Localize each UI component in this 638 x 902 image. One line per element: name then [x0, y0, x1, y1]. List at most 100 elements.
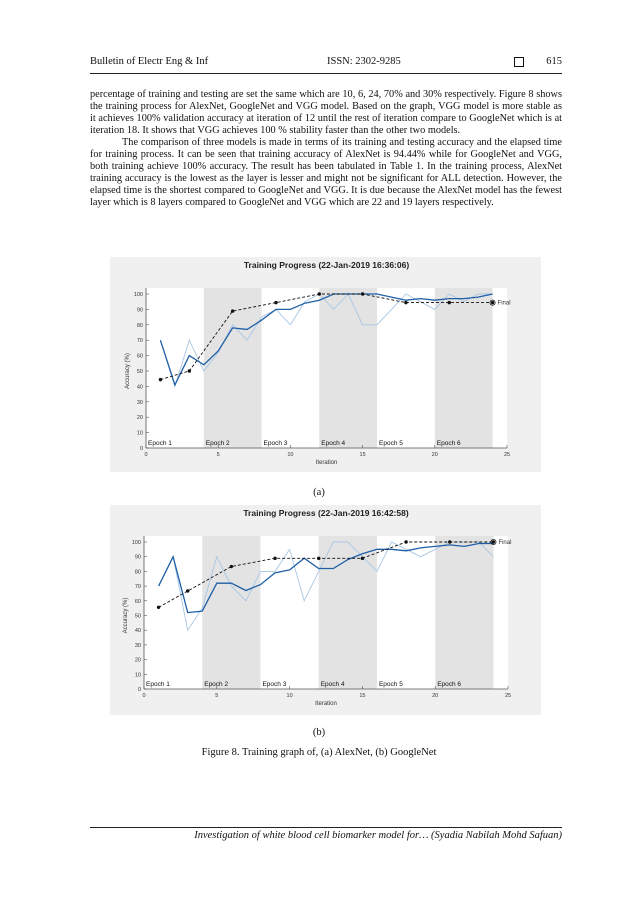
raw-accuracy-line	[158, 541, 494, 632]
x-tick-label: 20	[432, 693, 438, 699]
figure-b-label: (b)	[312, 727, 326, 738]
y-tick-label: 20	[137, 415, 143, 421]
y-tick-label: 10	[135, 672, 141, 678]
epoch-label: Epoch 3	[262, 681, 286, 688]
y-axis-label: Accuracy (%)	[125, 353, 131, 389]
epoch-label: Epoch 5	[379, 440, 403, 447]
validation-point	[447, 300, 451, 305]
y-tick-label: 40	[135, 628, 141, 634]
figure-caption: Figure 8. Training graph of, (a) AlexNet…	[201, 747, 437, 758]
validation-point	[317, 556, 321, 561]
y-tick-label: 20	[135, 658, 141, 664]
final-label: Final	[498, 301, 511, 307]
epoch-label: Epoch 5	[379, 681, 403, 688]
running-header: Bulletin of Electr Eng & Inf ISSN: 2302-…	[90, 56, 562, 74]
y-axis-label: Accuracy (%)	[123, 598, 129, 634]
validation-point	[491, 540, 496, 544]
chart-a-svg: Training Progress (22-Jan-2019 16:36:06)…	[125, 260, 511, 466]
validation-point	[229, 564, 234, 569]
chart-title: Training Progress (22-Jan-2019 16:42:58)	[243, 508, 409, 518]
y-tick-label: 90	[137, 307, 143, 313]
epoch-band	[319, 288, 378, 448]
y-tick-label: 30	[137, 400, 143, 406]
page-number: 615	[546, 56, 562, 67]
y-tick-label: 50	[137, 369, 143, 375]
validation-point	[156, 605, 161, 609]
y-tick-label: 40	[137, 384, 143, 390]
x-tick-label: 5	[217, 452, 220, 458]
y-tick-label: 70	[135, 584, 141, 590]
smoothed-accuracy-line	[159, 293, 493, 387]
epoch-label: Epoch 4	[321, 440, 345, 447]
figure-a-chart: Training Progress (22-Jan-2019 16:36:06)…	[110, 257, 541, 472]
x-axis-label: Iteration	[315, 701, 337, 707]
validation-point	[360, 292, 365, 296]
epoch-label: Epoch 1	[148, 440, 172, 447]
journal-name: Bulletin of Electr Eng & Inf	[90, 56, 209, 67]
validation-point	[158, 377, 163, 382]
validation-point	[273, 556, 277, 561]
issn: ISSN: 2302-9285	[327, 56, 401, 67]
validation-point	[448, 540, 452, 544]
x-tick-label: 10	[287, 452, 293, 458]
epoch-band	[435, 536, 494, 689]
smoothed-accuracy-line	[158, 542, 494, 614]
final-marker	[489, 299, 496, 306]
validation-point	[404, 540, 408, 544]
x-axis-label: Iteration	[316, 460, 338, 466]
x-tick-label: 25	[504, 452, 510, 458]
chart-title: Training Progress (22-Jan-2019 16:36:06)	[244, 260, 410, 270]
epoch-label: Epoch 6	[437, 681, 461, 688]
validation-point	[360, 556, 365, 561]
y-tick-label: 80	[135, 569, 141, 575]
y-tick-label: 30	[135, 643, 141, 649]
header-rule	[90, 73, 562, 74]
paragraph: percentage of training and testing are s…	[90, 89, 562, 136]
running-footer: Investigation of white blood cell biomar…	[194, 830, 562, 841]
y-tick-label: 90	[135, 555, 141, 561]
epoch-label: Epoch 4	[321, 681, 345, 688]
epoch-band	[434, 288, 493, 448]
epoch-band	[203, 288, 262, 448]
validation-point	[187, 369, 192, 373]
validation-point	[274, 300, 278, 305]
checkbox-glyph-icon	[514, 57, 524, 67]
x-tick-label: 5	[215, 693, 218, 699]
y-tick-label: 80	[137, 323, 143, 329]
chart-b-svg: Training Progress (22-Jan-2019 16:42:58)…	[123, 508, 511, 707]
validation-point	[185, 589, 190, 593]
x-tick-label: 15	[359, 693, 365, 699]
validation-point	[490, 300, 495, 305]
y-tick-label: 50	[135, 614, 141, 620]
y-tick-label: 70	[137, 338, 143, 344]
final-label: Final	[498, 540, 511, 546]
x-tick-label: 25	[505, 693, 511, 699]
epoch-band	[202, 536, 261, 689]
x-tick-label: 20	[432, 452, 438, 458]
epoch-label: Epoch 2	[204, 681, 228, 688]
x-tick-label: 0	[142, 693, 145, 699]
y-tick-label: 100	[132, 540, 141, 546]
epoch-label: Epoch 2	[206, 440, 230, 447]
footer-rule	[90, 827, 562, 828]
raw-accuracy-line	[159, 293, 493, 388]
y-tick-label: 10	[137, 431, 143, 437]
y-tick-label: 100	[134, 292, 143, 298]
epoch-label: Epoch 1	[146, 681, 170, 688]
y-tick-label: 60	[137, 354, 143, 360]
validation-point	[317, 292, 321, 296]
final-marker	[490, 539, 497, 545]
epoch-label: Epoch 3	[264, 440, 288, 447]
validation-point	[230, 309, 235, 313]
y-tick-label: 0	[138, 687, 141, 693]
y-tick-label: 60	[135, 599, 141, 605]
x-tick-label: 10	[287, 693, 293, 699]
x-tick-label: 15	[360, 452, 366, 458]
paragraph: The comparison of three models is made i…	[90, 137, 562, 208]
figure-a-label: (a)	[313, 487, 325, 498]
epoch-label: Epoch 6	[437, 440, 461, 447]
x-tick-label: 0	[144, 452, 147, 458]
body-text: percentage of training and testing are s…	[90, 89, 562, 209]
figure-b-chart: Training Progress (22-Jan-2019 16:42:58)…	[110, 505, 541, 715]
validation-point	[404, 300, 408, 305]
